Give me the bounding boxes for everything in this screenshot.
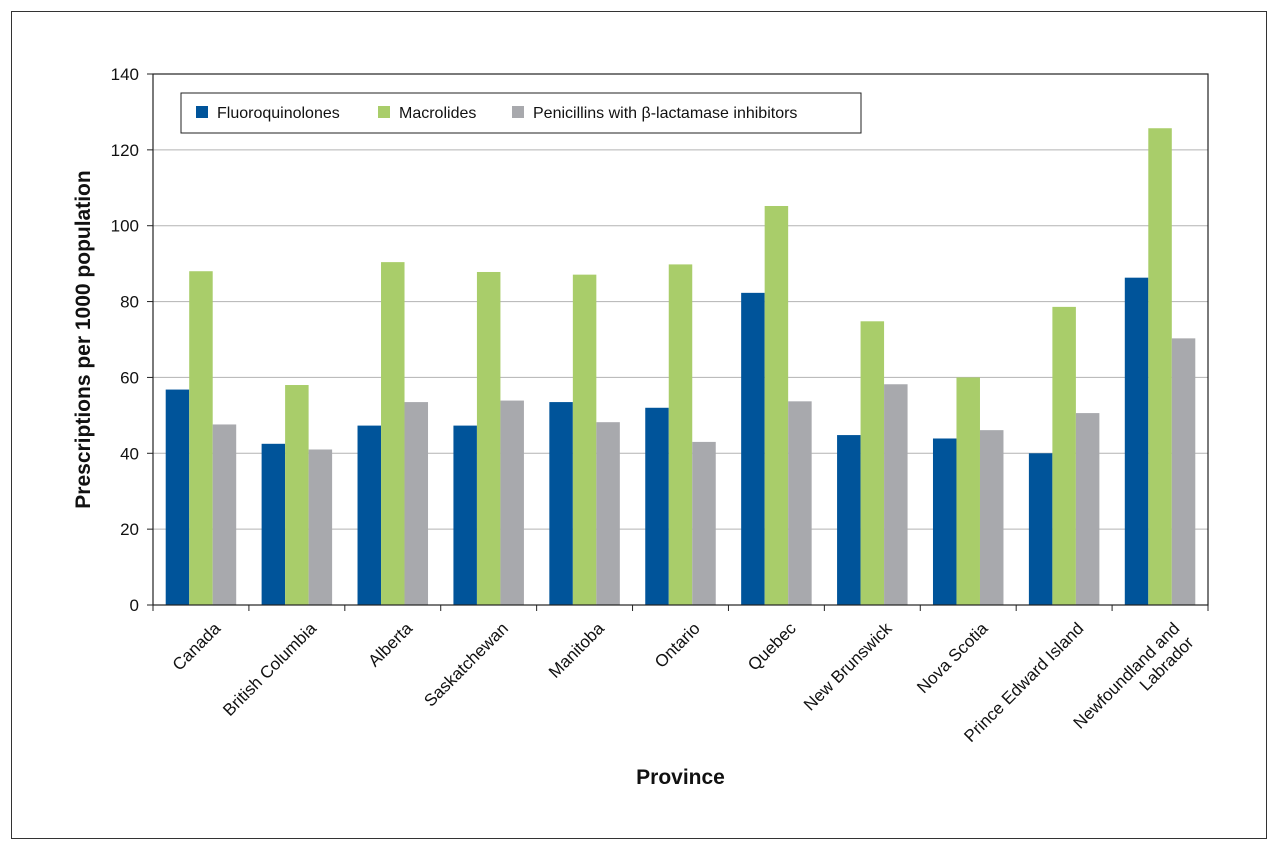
x-category-label: Alberta bbox=[365, 619, 417, 671]
x-category-label: Nova Scotia bbox=[913, 619, 992, 698]
legend-label: Fluoroquinolones bbox=[217, 105, 340, 122]
bar bbox=[381, 262, 405, 605]
bar bbox=[764, 205, 789, 605]
bar bbox=[285, 385, 309, 605]
x-category-label: Manitoba bbox=[545, 618, 608, 681]
axes bbox=[152, 73, 1209, 606]
bar bbox=[1148, 128, 1172, 605]
x-category-label: Newfoundland andLabrador bbox=[1070, 619, 1198, 747]
bar bbox=[261, 443, 286, 605]
bar bbox=[668, 264, 693, 605]
bar bbox=[932, 438, 957, 605]
bar bbox=[308, 449, 333, 605]
y-tick-label: 60 bbox=[120, 368, 139, 387]
bar bbox=[212, 424, 237, 605]
bar bbox=[979, 430, 1004, 605]
bar bbox=[572, 274, 597, 605]
bar bbox=[596, 422, 620, 605]
y-axis-ticks: 0 20 40 60 80 100 120 140 bbox=[111, 65, 153, 615]
y-tick-label: 120 bbox=[111, 141, 139, 160]
bar bbox=[357, 425, 382, 605]
y-tick-label: 0 bbox=[130, 596, 139, 615]
bar bbox=[189, 271, 213, 605]
bar bbox=[453, 425, 477, 605]
bar bbox=[1028, 453, 1053, 605]
bar bbox=[956, 377, 980, 605]
bar bbox=[1124, 277, 1149, 605]
bar bbox=[837, 435, 861, 605]
x-axis-title: Province bbox=[636, 766, 725, 789]
x-category-label: Ontario bbox=[651, 619, 704, 672]
y-tick-label: 20 bbox=[120, 520, 139, 539]
y-axis-title: Prescriptions per 1000 population bbox=[72, 170, 95, 508]
bars bbox=[165, 128, 1196, 605]
bar bbox=[549, 402, 573, 605]
legend-swatch bbox=[378, 106, 390, 118]
x-category-label: Canada bbox=[169, 619, 225, 675]
bar bbox=[1171, 338, 1196, 605]
bar bbox=[1052, 306, 1076, 605]
bar bbox=[884, 384, 908, 605]
bar bbox=[404, 402, 429, 605]
y-tick-label: 100 bbox=[111, 217, 139, 236]
legend-swatch bbox=[512, 106, 524, 118]
x-category-label: New Brunswick bbox=[800, 619, 896, 715]
bar bbox=[692, 441, 716, 605]
legend-label: Penicillins with β-lactamase inhibitors bbox=[533, 105, 797, 122]
y-tick-label: 140 bbox=[111, 65, 139, 84]
plot-area-border bbox=[152, 73, 1209, 606]
x-category-label: Saskatchewan bbox=[420, 619, 512, 711]
bar bbox=[476, 271, 501, 605]
x-category-label: Quebec bbox=[744, 619, 800, 675]
y-tick-label: 80 bbox=[120, 293, 139, 312]
bar bbox=[788, 401, 812, 605]
bar bbox=[741, 292, 765, 605]
legend: Fluoroquinolones Macrolides Penicillins wi… bbox=[180, 92, 862, 134]
bar bbox=[645, 407, 669, 605]
bar bbox=[500, 400, 524, 605]
y-tick-label: 40 bbox=[120, 444, 139, 463]
bar bbox=[860, 321, 885, 605]
legend-swatch bbox=[196, 106, 208, 118]
bar bbox=[1075, 413, 1100, 605]
bar bbox=[165, 389, 190, 605]
legend-label: Macrolides bbox=[399, 105, 476, 122]
x-category-label: British Columbia bbox=[219, 618, 320, 719]
